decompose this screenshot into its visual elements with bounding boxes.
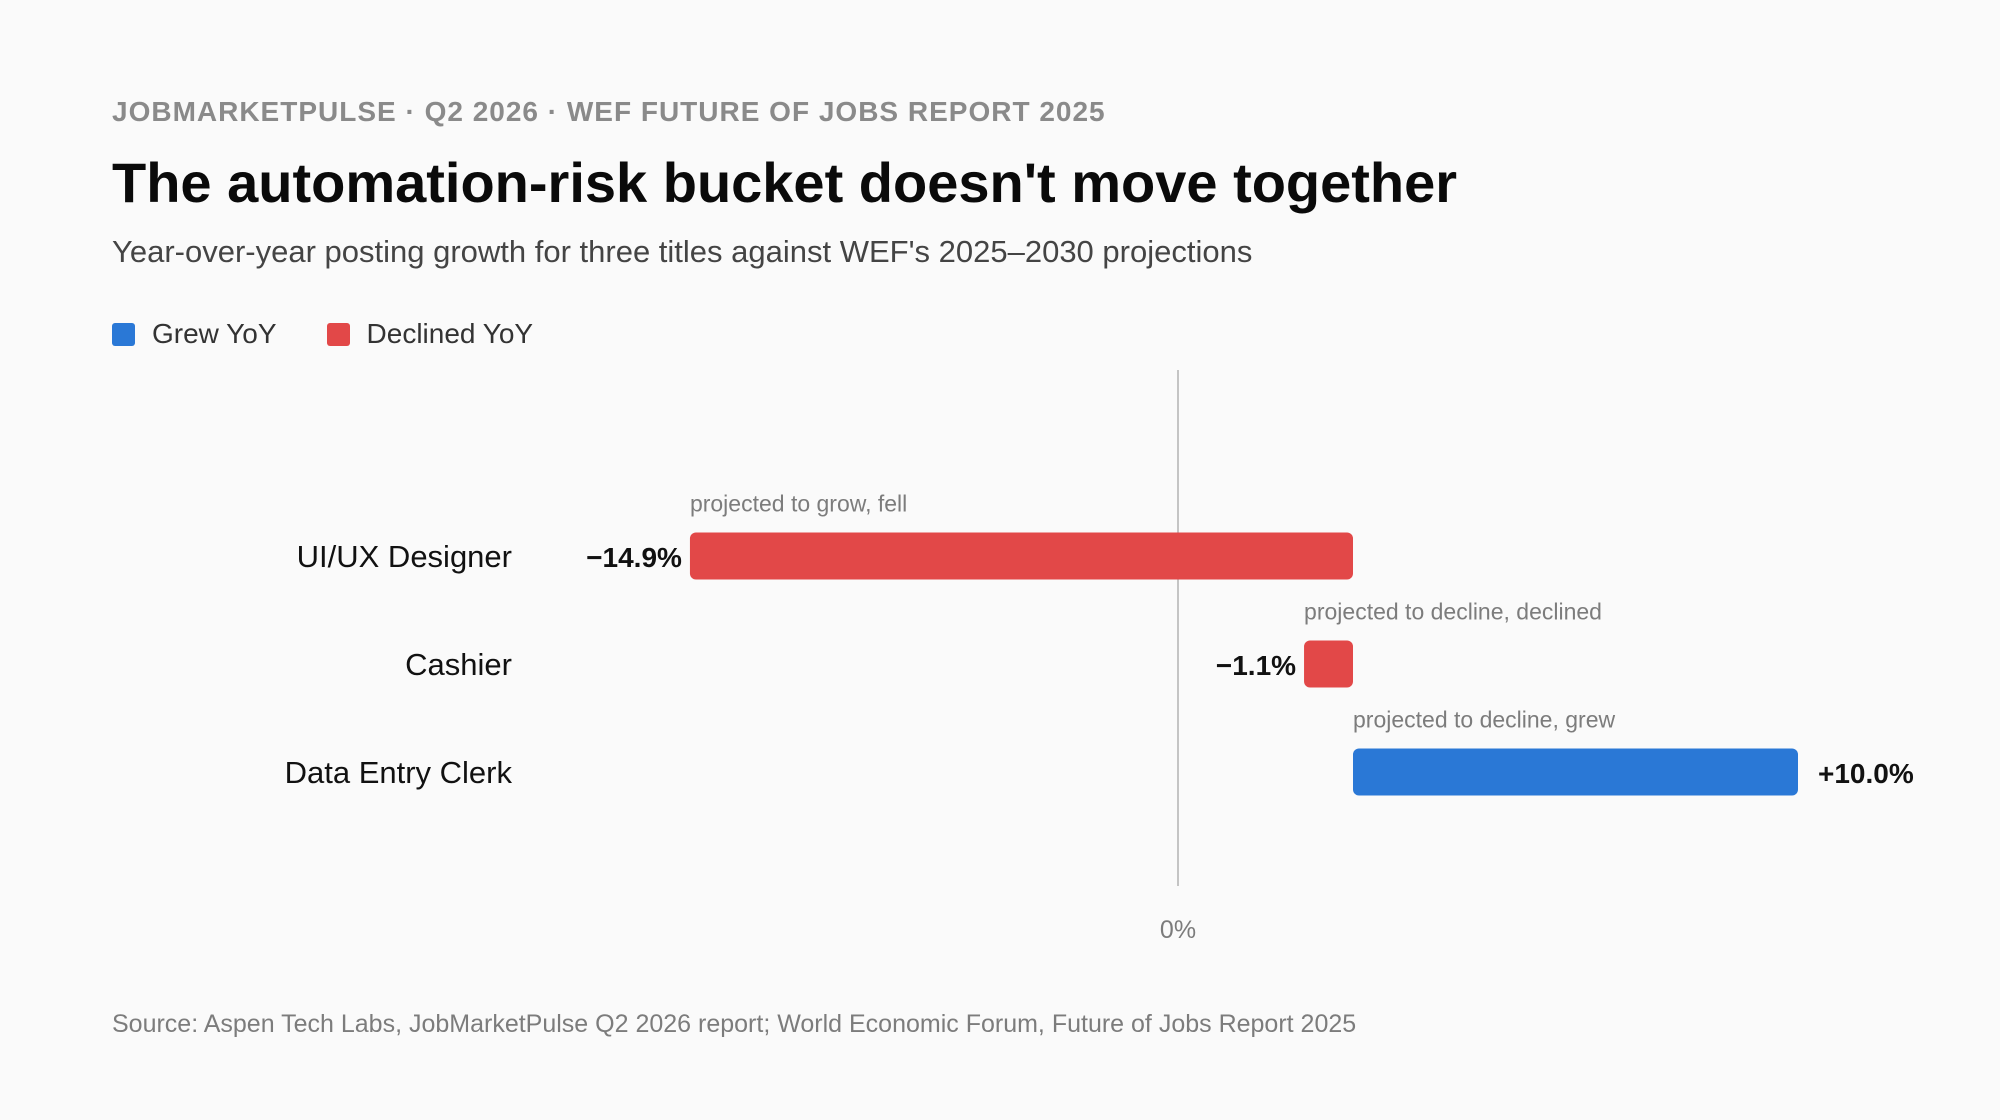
category-label: Data Entry Clerk bbox=[285, 755, 513, 790]
bar-annotation: projected to decline, declined bbox=[1304, 599, 1602, 625]
bar-data-entry-clerk bbox=[1353, 748, 1798, 796]
category-label: UI/UX Designer bbox=[297, 539, 512, 574]
value-label: −14.9% bbox=[586, 542, 682, 573]
bar-annotation: projected to grow, fell bbox=[690, 491, 907, 517]
chart-kicker: JOBMARKETPULSE · Q2 2026 · WEF FUTURE OF… bbox=[112, 96, 1106, 127]
bar-ui-ux-designer bbox=[689, 532, 1353, 580]
value-label: +10.0% bbox=[1818, 758, 1914, 789]
legend-label-grew: Grew YoY bbox=[152, 318, 277, 349]
value-label: −1.1% bbox=[1216, 650, 1296, 681]
chart-title: The automation-risk bucket doesn't move … bbox=[112, 151, 1458, 214]
bar-cashier bbox=[1304, 640, 1353, 688]
chart-subtitle: Year-over-year posting growth for three … bbox=[112, 234, 1253, 269]
legend-swatch-declined bbox=[326, 322, 350, 346]
legend-item-grew: Grew YoY bbox=[112, 318, 277, 350]
source-note: Source: Aspen Tech Labs, JobMarketPulse … bbox=[112, 1010, 1357, 1038]
bar-annotation: projected to decline, grew bbox=[1353, 707, 1615, 733]
legend-item-declined: Declined YoY bbox=[326, 318, 534, 350]
chart-legend: Grew YoY Declined YoY bbox=[112, 318, 583, 350]
legend-label-declined: Declined YoY bbox=[366, 318, 534, 349]
category-label: Cashier bbox=[405, 647, 512, 682]
zero-axis-label: 0% bbox=[1160, 916, 1196, 944]
legend-swatch-grew bbox=[112, 322, 135, 346]
